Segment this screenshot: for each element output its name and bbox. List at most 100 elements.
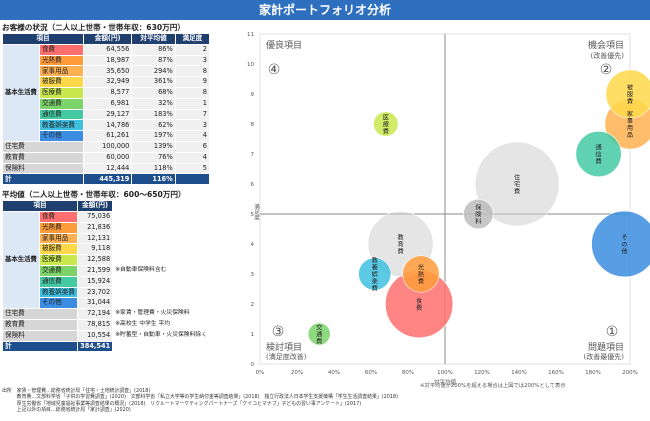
satisfaction-cell: 3: [174, 119, 211, 132]
portfolio-chart: 優良項目 ④ 機会項目 (改善優先) ② ③ 検討項目 (満足度改善) ① 問題項目 (改善最優先)…: [212, 20, 650, 390]
y-tick-label: 7: [251, 152, 255, 158]
y-tick-label: 4: [251, 242, 255, 248]
average-header-row: 項目 金額(円): [2, 200, 210, 212]
svg-text:費: 費: [595, 158, 601, 166]
table-row: 通信費 29,127 183% 7: [3, 108, 211, 121]
note-cell: [112, 232, 210, 245]
col-header-amount: 金額(円): [82, 33, 133, 45]
total-label: 計: [2, 340, 78, 353]
ratio-cell: 62%: [131, 119, 176, 132]
bubble-label: 交通費: [316, 324, 322, 346]
amount-cell: 12,588: [76, 254, 114, 266]
y-tick-label: 11: [247, 32, 254, 38]
svg-text:被: 被: [627, 84, 633, 92]
ratio-cell: 139%: [131, 140, 176, 153]
satisfaction-cell: 7: [174, 108, 211, 121]
amount-cell: 23,702: [76, 286, 114, 299]
item-name: 交通費: [38, 97, 84, 110]
note-cell: ※自動車保険料含む: [112, 264, 210, 277]
bubble-label: 住宅費: [514, 174, 520, 196]
ratio-cell: 32%: [131, 97, 176, 110]
source-line: 教育費…文部科学省「子供の学習費調査」(2020) 文部科学省「私立大学等の学生…: [2, 394, 399, 401]
x-tick-label: 200%: [622, 370, 638, 376]
bubble: [373, 111, 399, 137]
quadrant-label: 優良項目: [266, 39, 302, 51]
y-tick-label: 8: [251, 122, 255, 128]
x-tick-label: 100%: [437, 370, 453, 376]
svg-text:療: 療: [383, 121, 389, 129]
quadrant-label: 機会項目: [588, 39, 624, 51]
amount-cell: 21,599: [76, 264, 114, 277]
customer-header-row: 項目 金額(円) 対平均値 満足度: [2, 33, 211, 45]
quadrant-number: ②: [600, 62, 613, 78]
bubble-label: 被服費: [627, 84, 633, 106]
svg-text:通: 通: [316, 331, 322, 339]
bubble-label: 教養娯楽費: [372, 257, 378, 293]
amount-cell: 21,836: [76, 221, 114, 234]
bubble-label: 光熱費: [418, 264, 424, 286]
y-tick-label: 2: [251, 302, 255, 308]
note-cell: ※高校生 中学生 平均: [112, 318, 210, 331]
x-tick-label: 60%: [365, 370, 377, 376]
average-heading: 平均値（二人以上世帯・世帯年収：600～650万円）: [2, 190, 186, 200]
col-header-amount: 金額(円): [76, 200, 114, 212]
bubble: [402, 255, 440, 293]
table-row: 医療費 8,577 68% 8: [3, 86, 211, 99]
item-name: その他: [38, 297, 78, 310]
table-row: 光熱費 21,836: [3, 221, 210, 234]
bubble-label: 教育費: [398, 234, 404, 256]
y-tick-label: 3: [251, 272, 255, 278]
item-name: 教育費: [2, 318, 78, 331]
table-row: 教養娯楽費 14,786 62% 3: [3, 119, 211, 132]
amount-cell: 10,554: [76, 329, 114, 342]
item-name: 交通費: [38, 264, 78, 277]
svg-text:信: 信: [595, 151, 601, 159]
y-tick-label: 5: [251, 212, 255, 218]
satisfaction-cell: 4: [174, 151, 211, 164]
amount-cell: 75,036: [76, 210, 114, 223]
bubble: [358, 257, 392, 291]
table-row: 教養娯楽費 23,702: [3, 286, 210, 299]
satisfaction-cell: 1: [174, 97, 211, 110]
item-name: 家事用品: [38, 65, 84, 78]
table-row: 交通費 21,599 ※自動車保険料含む: [3, 264, 210, 277]
amount-cell: 32,949: [82, 76, 133, 88]
amount-cell: 18,987: [82, 54, 133, 67]
quadrant-number: ④: [268, 62, 281, 78]
item-name: 保険料: [2, 329, 78, 342]
amount-cell: 15,924: [76, 275, 114, 288]
y-tick-label: 0: [251, 362, 255, 368]
chart-note: ※対平均値が200%を超える場合は上図では200%として表示: [420, 383, 566, 389]
satisfaction-cell: 4: [174, 130, 211, 142]
amount-cell: 14,786: [82, 119, 133, 132]
average-table: 項目 金額(円) 基本生活費 食費 75,036 光熱費 21,836 家事用品 12,13…: [2, 200, 210, 353]
svg-text:通: 通: [595, 144, 601, 152]
amount-cell: 100,000: [82, 140, 133, 153]
table-row: 住宅費 72,194 ※家賃・管理費・火災保険料: [2, 308, 210, 320]
amount-cell: 12,444: [82, 162, 133, 175]
svg-text:費: 費: [416, 304, 422, 312]
item-name: 住宅費: [2, 308, 78, 320]
table-row: 家事用品 12,131: [3, 232, 210, 245]
amount-cell: 60,000: [82, 151, 133, 164]
amount-cell: 35,650: [82, 65, 133, 78]
total-row: 計 445,319 116%: [2, 173, 211, 186]
bubble: [591, 210, 650, 278]
x-tick-label: 80%: [402, 370, 414, 376]
amount-cell: 9,118: [76, 243, 114, 256]
quadrant-sub: (改善最優先): [584, 352, 625, 361]
note-cell: ※家賃・管理費・火災保険料: [112, 308, 210, 320]
bubble-label: その他: [621, 235, 627, 256]
bubble-label: 食費: [416, 297, 423, 312]
bubble-label: 通信費: [595, 144, 601, 166]
x-tick-label: 120%: [474, 370, 490, 376]
svg-text:費: 費: [383, 128, 389, 136]
item-name: 住宅費: [2, 140, 84, 153]
bubble: [575, 131, 622, 177]
item-name: 被服費: [38, 243, 78, 256]
item-name: 教養娯楽費: [38, 119, 84, 132]
table-row: 光熱費 18,987 87% 3: [3, 54, 211, 67]
table-row: 住宅費 100,000 139% 6: [2, 140, 211, 153]
y-axis-label: 満足度: [253, 203, 260, 221]
